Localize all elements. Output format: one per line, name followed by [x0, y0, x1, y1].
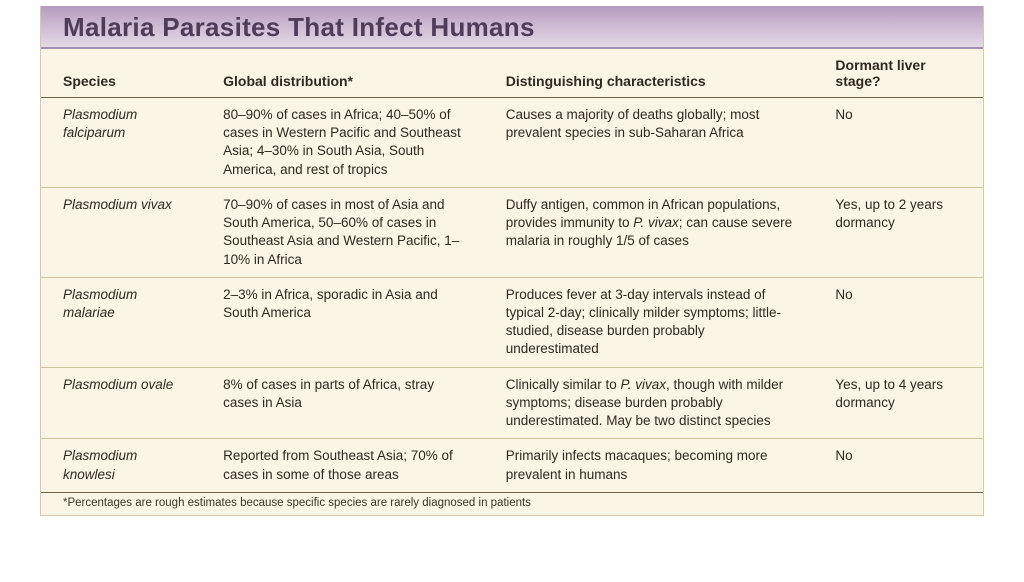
cell-distribution: 80–90% of cases in Africa; 40–50% of cas… [201, 98, 484, 188]
cell-characteristics: Clinically similar to P. vivax, though w… [484, 367, 814, 439]
cell-species: Plasmodium vivax [41, 187, 201, 277]
title-band: Malaria Parasites That Infect Humans [41, 6, 983, 49]
parasite-table: Species Global distribution* Distinguish… [41, 49, 983, 493]
table-row: Plasmodium ovale 8% of cases in parts of… [41, 367, 983, 439]
cell-dormant: No [813, 439, 983, 492]
page-title: Malaria Parasites That Infect Humans [63, 12, 961, 43]
cell-characteristics: Produces fever at 3-day intervals instea… [484, 277, 814, 367]
footnote: *Percentages are rough estimates because… [41, 493, 983, 515]
cell-dormant: Yes, up to 2 years dormancy [813, 187, 983, 277]
col-characteristics: Distinguishing characteristics [484, 49, 814, 98]
cell-characteristics: Primarily infects macaques; becoming mor… [484, 439, 814, 492]
cell-distribution: 2–3% in Africa, sporadic in Asia and Sou… [201, 277, 484, 367]
cell-species: Plasmodium falciparum [41, 98, 201, 188]
col-dormant: Dormant liver stage? [813, 49, 983, 98]
table-row: Plasmodium vivax 70–90% of cases in most… [41, 187, 983, 277]
cell-distribution: 70–90% of cases in most of Asia and Sout… [201, 187, 484, 277]
col-species: Species [41, 49, 201, 98]
table-row: Plasmodium falciparum 80–90% of cases in… [41, 98, 983, 188]
cell-distribution: Reported from Southeast Asia; 70% of cas… [201, 439, 484, 492]
cell-characteristics: Causes a majority of deaths globally; mo… [484, 98, 814, 188]
table-header-row: Species Global distribution* Distinguish… [41, 49, 983, 98]
cell-species: Plasmodium malariae [41, 277, 201, 367]
col-distribution: Global distribution* [201, 49, 484, 98]
cell-characteristics: Duffy antigen, common in African populat… [484, 187, 814, 277]
cell-species: Plasmodium ovale [41, 367, 201, 439]
cell-distribution: 8% of cases in parts of Africa, stray ca… [201, 367, 484, 439]
table-row: Plasmodium malariae 2–3% in Africa, spor… [41, 277, 983, 367]
info-table-panel: Malaria Parasites That Infect Humans Spe… [40, 6, 984, 516]
cell-dormant: No [813, 277, 983, 367]
cell-dormant: Yes, up to 4 years dormancy [813, 367, 983, 439]
cell-dormant: No [813, 98, 983, 188]
cell-species: Plasmodium knowlesi [41, 439, 201, 492]
table-row: Plasmodium knowlesi Reported from Southe… [41, 439, 983, 492]
